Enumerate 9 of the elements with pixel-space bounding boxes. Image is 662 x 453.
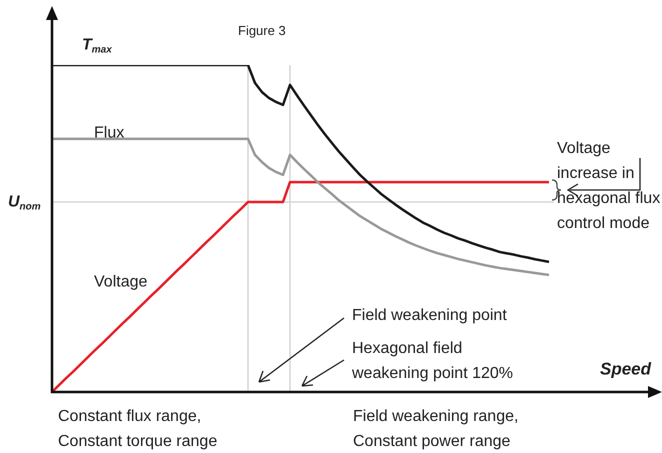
text: Constant flux range, Constant torque range	[58, 407, 218, 452]
text: Voltage increase in hexagonal flux control mode	[557, 139, 662, 234]
annotation: Hexagonal field weakening point 120%	[352, 339, 514, 384]
annotation: Field weakening point	[352, 306, 508, 326]
text: Field weakening range, Constant power range	[353, 407, 520, 452]
series-label: Voltage	[94, 273, 148, 290]
x-axis-title: Speed	[600, 360, 652, 379]
series-label: Flux	[94, 124, 124, 142]
caption: Figure 3	[238, 22, 287, 40]
